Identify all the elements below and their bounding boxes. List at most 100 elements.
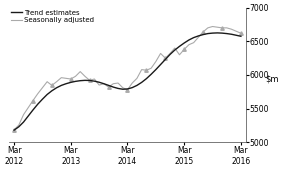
Seasonally adjusted — [116, 82, 120, 84]
Trend estimates — [192, 37, 195, 39]
Trend estimates — [60, 84, 63, 86]
Trend estimates — [64, 83, 68, 85]
Trend estimates — [55, 87, 58, 89]
Seasonally adjusted — [164, 57, 167, 59]
Seasonally adjusted — [197, 36, 200, 38]
Seasonally adjusted — [140, 69, 143, 71]
Seasonally adjusted — [83, 75, 87, 77]
Seasonally adjusted — [50, 84, 53, 86]
Trend estimates — [126, 88, 129, 90]
Seasonally adjusted — [55, 81, 58, 83]
Trend estimates — [145, 78, 148, 80]
Seasonally adjusted — [46, 81, 49, 83]
Seasonally adjusted — [79, 71, 82, 73]
Trend estimates — [211, 32, 214, 34]
Trend estimates — [93, 80, 96, 82]
Seasonally adjusted — [74, 75, 77, 77]
Trend estimates — [135, 84, 139, 86]
Seasonally adjusted — [69, 78, 72, 80]
Trend estimates — [239, 35, 243, 37]
Trend estimates — [31, 109, 35, 111]
Trend estimates — [225, 33, 228, 35]
Seasonally adjusted — [235, 30, 238, 32]
Seasonally adjusted — [130, 82, 134, 84]
Trend estimates — [168, 53, 172, 55]
Seasonally adjusted — [97, 84, 101, 86]
Seasonally adjusted — [187, 44, 191, 46]
Seasonally adjusted — [225, 27, 228, 29]
Trend estimates — [50, 90, 53, 92]
Seasonally adjusted — [17, 124, 20, 126]
Seasonally adjusted — [183, 48, 186, 50]
Trend estimates — [130, 87, 134, 89]
Trend estimates — [173, 49, 176, 51]
Trend estimates — [187, 39, 191, 41]
Seasonally adjusted — [178, 54, 181, 56]
Trend estimates — [216, 32, 219, 34]
Trend estimates — [140, 81, 143, 83]
Seasonally adjusted — [22, 114, 25, 116]
Seasonally adjusted — [60, 77, 63, 79]
Seasonally adjusted — [216, 26, 219, 28]
Seasonally adjusted — [93, 78, 96, 80]
Seasonally adjusted — [145, 69, 148, 71]
Seasonally adjusted — [211, 26, 214, 28]
Seasonally adjusted — [41, 87, 44, 89]
Seasonally adjusted — [126, 89, 129, 91]
Trend estimates — [235, 34, 238, 36]
Seasonally adjusted — [12, 129, 16, 131]
Seasonally adjusted — [64, 77, 68, 79]
Line: Trend estimates: Trend estimates — [14, 33, 241, 130]
Seasonally adjusted — [173, 47, 176, 49]
Seasonally adjusted — [149, 67, 153, 69]
Seasonally adjusted — [107, 86, 110, 88]
Trend estimates — [107, 84, 110, 86]
Trend estimates — [183, 42, 186, 44]
Seasonally adjusted — [220, 27, 224, 29]
Trend estimates — [164, 58, 167, 61]
Trend estimates — [102, 83, 106, 85]
Trend estimates — [12, 129, 16, 131]
Trend estimates — [97, 81, 101, 83]
Y-axis label: $m: $m — [265, 75, 279, 84]
Trend estimates — [230, 33, 233, 35]
Seasonally adjusted — [112, 83, 115, 85]
Seasonally adjusted — [192, 42, 195, 44]
Trend estimates — [36, 103, 39, 105]
Seasonally adjusted — [206, 27, 209, 29]
Trend estimates — [22, 121, 25, 123]
Seasonally adjusted — [230, 28, 233, 30]
Trend estimates — [116, 87, 120, 89]
Trend estimates — [220, 32, 224, 34]
Trend estimates — [197, 35, 200, 37]
Seasonally adjusted — [168, 52, 172, 54]
Seasonally adjusted — [159, 52, 162, 54]
Trend estimates — [79, 80, 82, 82]
Trend estimates — [206, 33, 209, 35]
Trend estimates — [41, 98, 44, 100]
Seasonally adjusted — [36, 93, 39, 95]
Trend estimates — [74, 80, 77, 82]
Trend estimates — [83, 79, 87, 81]
Trend estimates — [27, 115, 30, 117]
Line: Seasonally adjusted: Seasonally adjusted — [14, 27, 241, 130]
Trend estimates — [112, 86, 115, 88]
Trend estimates — [154, 69, 158, 71]
Seasonally adjusted — [102, 83, 106, 85]
Seasonally adjusted — [239, 32, 243, 34]
Legend: Trend estimates, Seasonally adjusted: Trend estimates, Seasonally adjusted — [11, 9, 95, 24]
Trend estimates — [159, 64, 162, 66]
Seasonally adjusted — [31, 99, 35, 101]
Trend estimates — [178, 45, 181, 47]
Trend estimates — [17, 126, 20, 128]
Trend estimates — [149, 73, 153, 75]
Seasonally adjusted — [88, 79, 91, 81]
Trend estimates — [201, 33, 205, 36]
Seasonally adjusted — [27, 107, 30, 109]
Trend estimates — [69, 81, 72, 83]
Trend estimates — [121, 88, 125, 90]
Seasonally adjusted — [201, 31, 205, 33]
Seasonally adjusted — [154, 61, 158, 63]
Seasonally adjusted — [121, 87, 125, 89]
Trend estimates — [46, 94, 49, 96]
